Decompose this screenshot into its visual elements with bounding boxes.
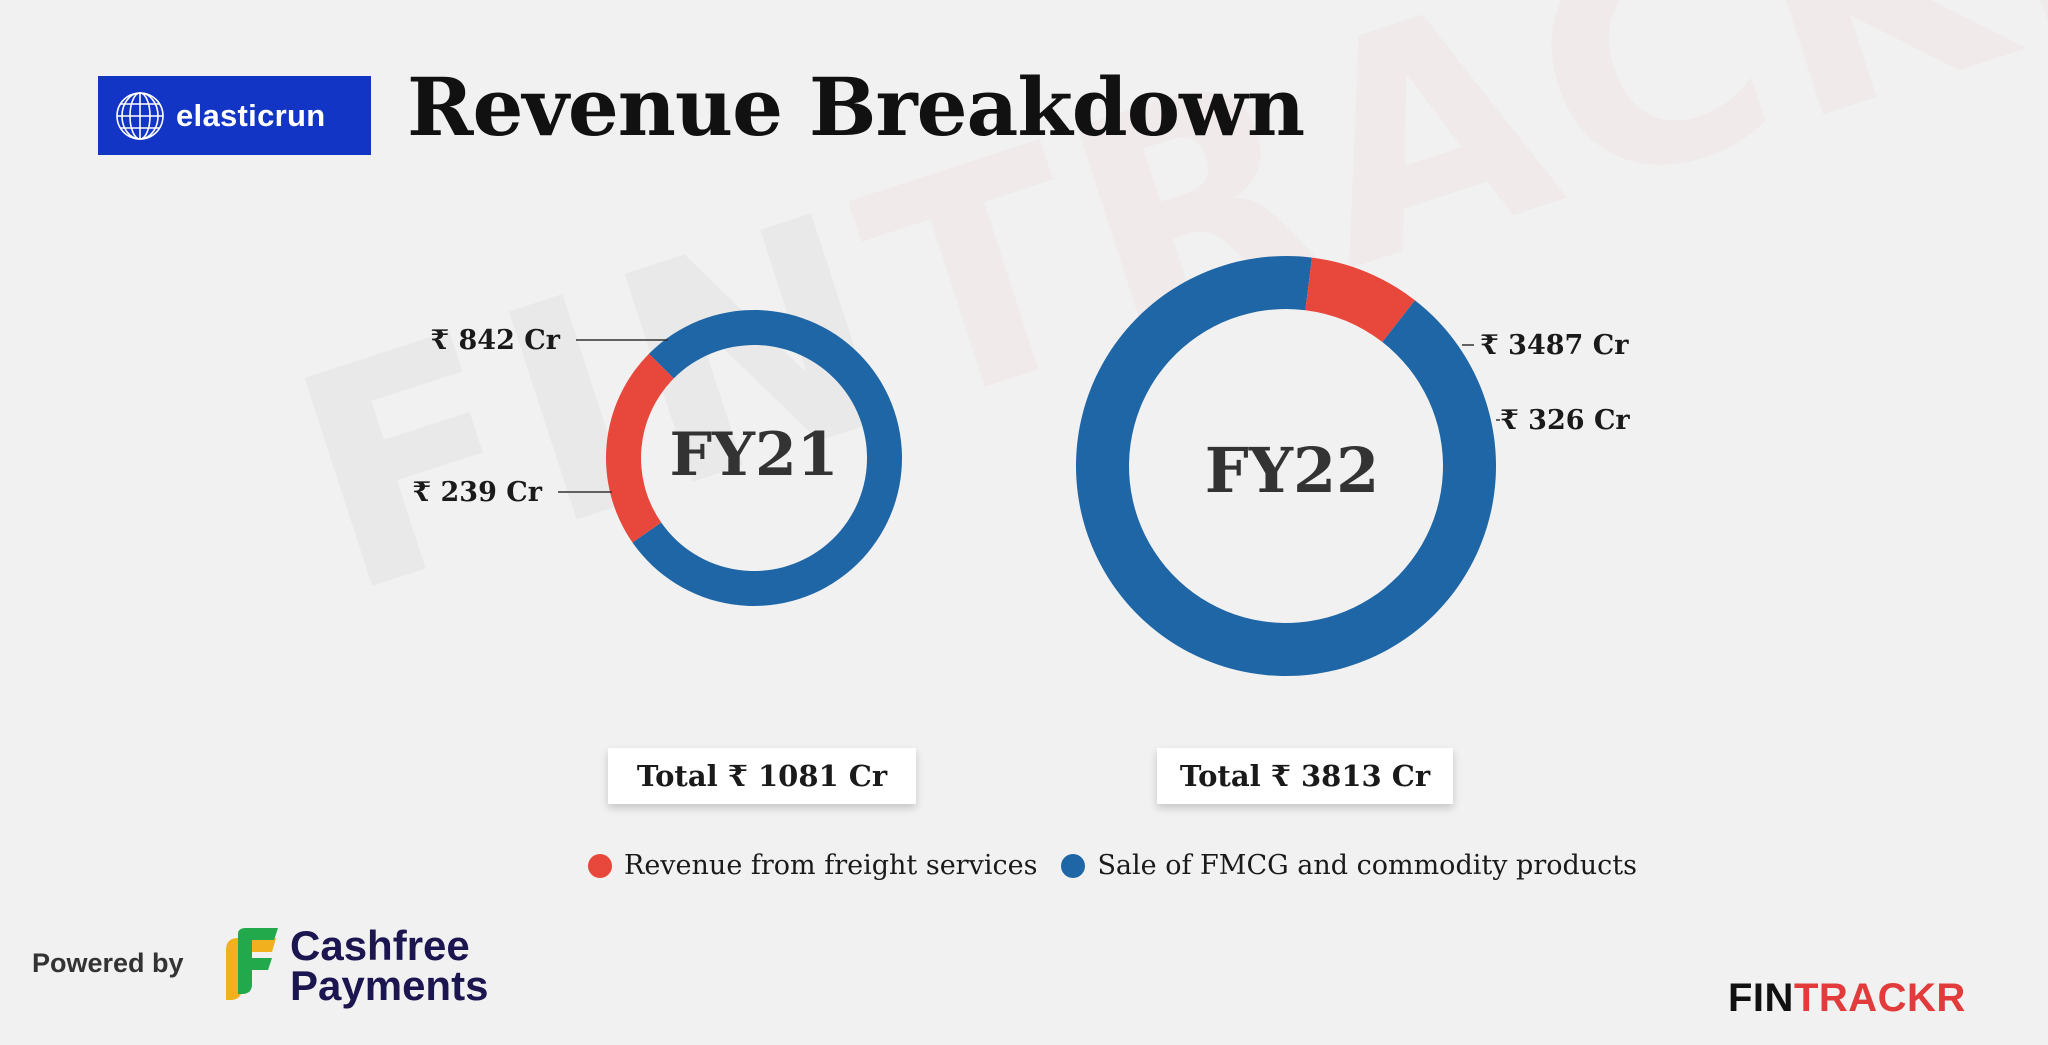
chart-fy22: FY22 ₹ 3487 Cr ₹ 326 Cr bbox=[1075, 255, 1630, 676]
cashfree-line2: Payments bbox=[290, 962, 489, 1009]
chart-fy21: FY21 ₹ 842 Cr ₹ 239 Cr bbox=[412, 309, 903, 606]
fy22-total-box: Total ₹ 3813 Cr bbox=[1157, 748, 1453, 804]
powered-by-text: Powered by bbox=[32, 948, 184, 978]
cashfree-wordmark: Cashfree Payments bbox=[290, 922, 489, 1009]
fy21-slice-freight bbox=[606, 353, 674, 543]
fy21-label-fmcg: ₹ 842 Cr bbox=[430, 325, 560, 356]
globe-icon bbox=[116, 91, 164, 140]
cashfree-logo: Cashfree Payments bbox=[222, 922, 489, 1009]
fy21-center-label: FY21 bbox=[670, 420, 839, 490]
fy22-label-freight: ₹ 326 Cr bbox=[1500, 405, 1630, 436]
fy21-label-freight: ₹ 239 Cr bbox=[412, 477, 542, 508]
logo-text: elasticrun bbox=[176, 97, 326, 133]
legend-label-fmcg: Sale of FMCG and commodity products bbox=[1097, 850, 1637, 881]
legend: Revenue from freight services Sale of FM… bbox=[588, 850, 1661, 881]
cashfree-line1: Cashfree bbox=[290, 922, 470, 969]
legend-dot-fmcg bbox=[1061, 853, 1086, 878]
elasticrun-logo: elasticrun bbox=[98, 76, 371, 155]
fy21-total-box: Total ₹ 1081 Cr bbox=[608, 748, 916, 804]
fy22-center-label: FY22 bbox=[1205, 434, 1380, 507]
legend-label-freight: Revenue from freight services bbox=[624, 850, 1038, 881]
legend-dot-freight bbox=[588, 853, 612, 878]
fy22-label-fmcg: ₹ 3487 Cr bbox=[1480, 330, 1629, 361]
cashfree-mark-icon bbox=[226, 928, 278, 1000]
fintrackr-part1: FIN bbox=[1728, 976, 1794, 1020]
legend-item-freight: Revenue from freight services bbox=[588, 850, 1037, 881]
legend-item-fmcg: Sale of FMCG and commodity products bbox=[1061, 850, 1637, 881]
fintrackr-logo: FINTRACKR bbox=[1728, 976, 1966, 1021]
page-title: Revenue Breakdown bbox=[407, 60, 1305, 154]
fy22-slice-freight bbox=[1305, 257, 1415, 343]
fintrackr-part2: TRACKR bbox=[1793, 976, 1966, 1020]
